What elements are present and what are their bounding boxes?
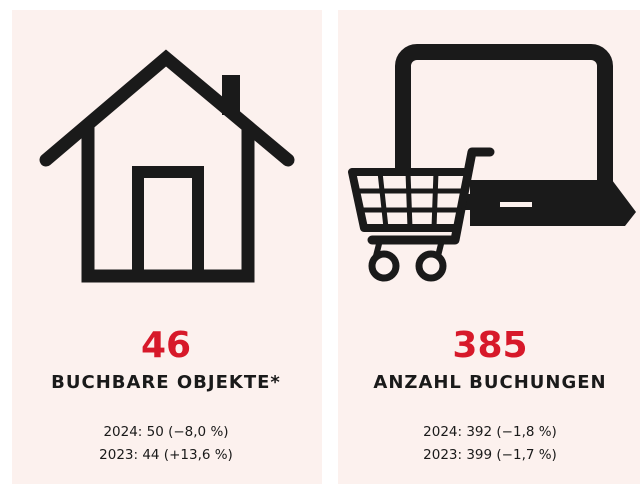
comparison-line: 2024: 50 (−8,0 %) bbox=[103, 424, 228, 440]
comparison-line: 2023: 399 (−1,7 %) bbox=[423, 447, 557, 463]
card-label: ANZAHL BUCHUNGEN bbox=[373, 372, 606, 393]
card-label: BUCHBARE OBJEKTE* bbox=[51, 372, 281, 393]
card-value: 385 bbox=[452, 325, 527, 366]
comparison-line: 2023: 44 (+13,6 %) bbox=[99, 447, 233, 463]
card-value: 46 bbox=[141, 325, 191, 366]
card-background bbox=[12, 10, 322, 484]
card-background bbox=[338, 10, 640, 484]
comparison-line: 2024: 392 (−1,8 %) bbox=[423, 424, 557, 440]
house-icon bbox=[39, 49, 295, 283]
shop-icon bbox=[348, 44, 636, 282]
